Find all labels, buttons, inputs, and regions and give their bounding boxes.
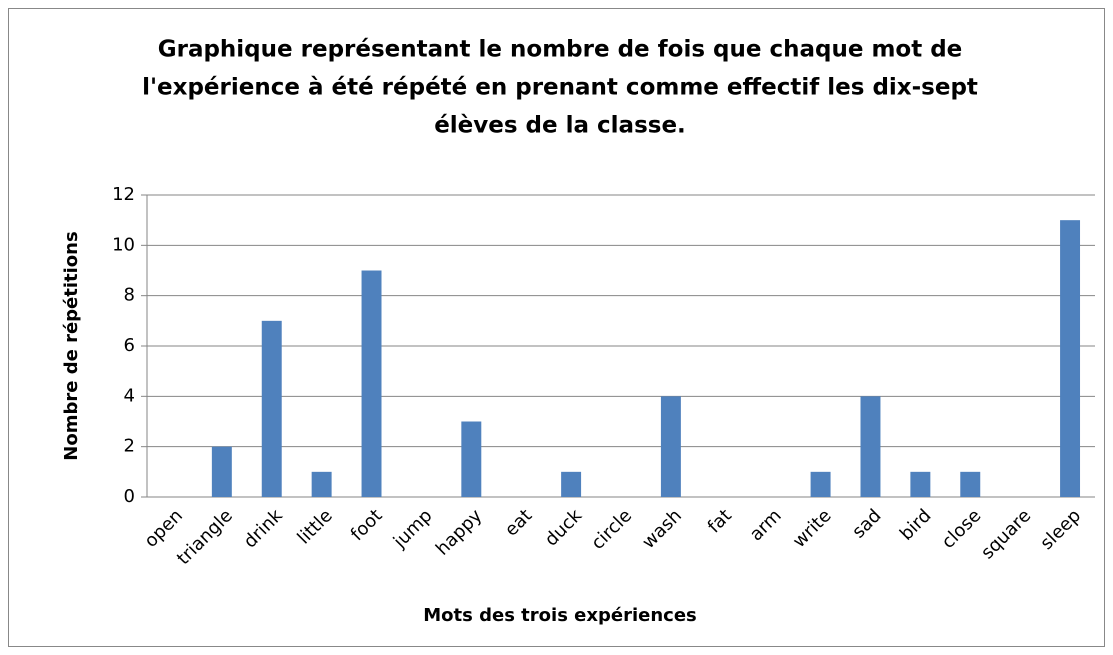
bar (361, 270, 382, 497)
bar (1060, 220, 1081, 497)
bar (810, 471, 831, 497)
y-tick-label: 12 (112, 184, 135, 205)
bar (561, 471, 582, 497)
y-tick-label: 2 (124, 436, 135, 457)
y-tick-label: 4 (124, 385, 135, 406)
y-tick-label: 8 (124, 285, 135, 306)
bar (311, 471, 332, 497)
bar (960, 471, 981, 497)
y-axis-title: Nombre de répétitions (61, 231, 82, 460)
bar (211, 446, 232, 497)
bar (461, 421, 482, 497)
bar (910, 471, 931, 497)
bar (261, 320, 282, 497)
bar (860, 396, 881, 497)
chart-title: l'expérience à été répété en prenant com… (142, 75, 978, 101)
chart-border (8, 8, 1105, 647)
y-tick-label: 10 (112, 234, 135, 255)
x-axis-title: Mots des trois expériences (423, 605, 697, 626)
bar (660, 396, 681, 497)
chart-title: élèves de la classe. (434, 113, 686, 139)
y-tick-label: 0 (124, 486, 135, 507)
chart-title: Graphique représentant le nombre de fois… (158, 37, 963, 63)
y-tick-label: 6 (124, 335, 135, 356)
